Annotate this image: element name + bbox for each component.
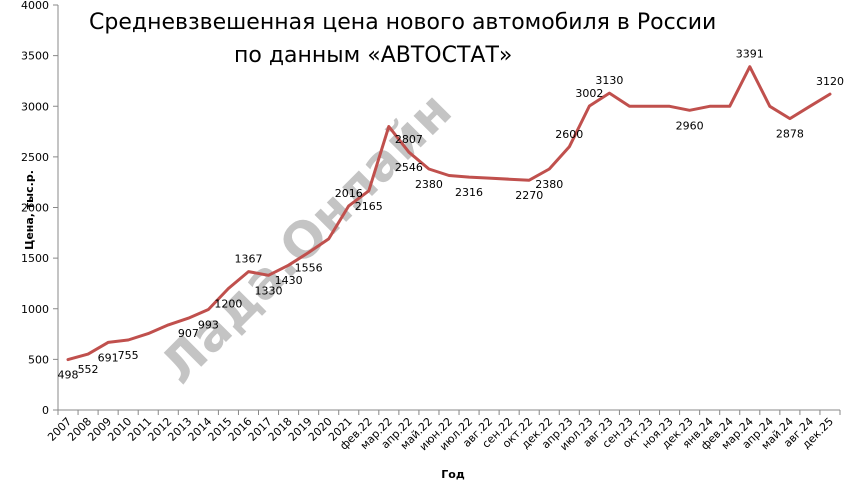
data-point (147, 332, 150, 335)
data-label: 2960 (676, 119, 704, 132)
data-point (708, 105, 711, 108)
data-label: 3002 (575, 87, 603, 100)
data-point (628, 105, 631, 108)
data-point (427, 167, 431, 171)
data-point (467, 175, 471, 179)
data-point (748, 65, 751, 68)
data-point (728, 105, 731, 108)
data-point (126, 338, 130, 342)
y-tick-label: 3000 (21, 100, 49, 113)
data-point (768, 105, 772, 108)
data-point (86, 352, 90, 356)
data-point (407, 151, 411, 154)
data-point (548, 167, 551, 171)
y-tick-label: 1500 (21, 252, 49, 265)
data-point (287, 264, 290, 267)
y-tick-label: 2500 (21, 151, 49, 164)
data-point (207, 308, 210, 311)
y-axis-label: Цена, тыс.р. (23, 170, 36, 250)
data-label: 1200 (214, 298, 242, 311)
data-label: 993 (198, 318, 219, 331)
y-tick-label: 0 (42, 404, 49, 417)
data-point (688, 109, 691, 112)
data-label: 2165 (355, 200, 383, 213)
data-point (106, 341, 110, 344)
data-point (507, 177, 511, 181)
data-label: 2016 (335, 187, 363, 200)
y-tick-label: 2000 (21, 202, 49, 215)
data-label: 3130 (595, 74, 623, 87)
data-point (167, 323, 170, 327)
data-label: 691 (98, 351, 119, 364)
data-point (487, 176, 491, 180)
data-label: 3391 (736, 48, 764, 61)
data-point (307, 251, 310, 254)
data-label: 2316 (455, 186, 483, 199)
data-point (347, 204, 350, 208)
data-point (327, 237, 330, 241)
data-point (387, 125, 391, 128)
y-tick-label: 500 (28, 353, 49, 366)
data-point (187, 316, 190, 320)
data-label: 2380 (415, 178, 443, 191)
data-label: 1330 (255, 284, 283, 297)
data-point (447, 174, 451, 177)
data-point (588, 104, 591, 108)
data-point (528, 178, 531, 182)
chart-title-line-2: по данным «АВТОСТАТ» (234, 43, 513, 68)
data-label: 1367 (234, 253, 262, 266)
data-point (788, 117, 792, 120)
chart-title-line-1: Средневзвешенная цена нового автомобиля … (89, 10, 717, 35)
data-point (367, 189, 370, 192)
data-point (668, 105, 671, 108)
data-label: 2807 (395, 133, 423, 146)
data-label: 2270 (515, 189, 543, 202)
watermark-text: Лада.Онлайн (149, 81, 463, 395)
x-axis-label: Год (441, 468, 465, 481)
data-label: 552 (78, 363, 99, 376)
data-label: 2546 (395, 161, 423, 174)
data-point (828, 92, 832, 96)
data-label: 907 (178, 327, 199, 340)
data-point (568, 145, 571, 148)
data-point (227, 287, 230, 290)
data-label: 498 (58, 369, 79, 382)
y-tick-label: 1000 (21, 303, 49, 316)
data-label: 755 (118, 349, 139, 362)
data-label: 1556 (295, 261, 323, 274)
data-point (267, 274, 270, 277)
data-label: 1430 (275, 274, 303, 287)
data-point (808, 105, 812, 108)
data-label: 2878 (776, 128, 804, 141)
data-label: 2380 (535, 178, 563, 191)
data-label: 3120 (816, 75, 844, 88)
y-tick-label: 4000 (21, 0, 49, 12)
data-point (648, 105, 651, 108)
data-point (608, 91, 611, 95)
data-point (66, 358, 70, 361)
data-point (247, 270, 250, 273)
y-tick-label: 3500 (21, 50, 49, 63)
data-label: 2600 (555, 128, 583, 141)
